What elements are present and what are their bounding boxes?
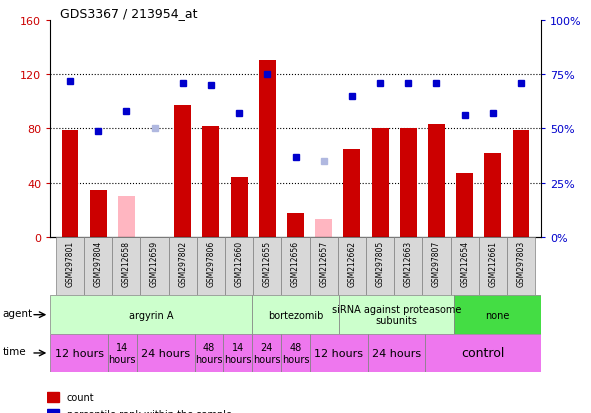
Text: GSM212657: GSM212657 [319,240,328,286]
Text: GSM212658: GSM212658 [122,240,131,286]
Text: 48
hours: 48 hours [282,342,309,364]
Bar [394,237,423,295]
Bar [428,125,445,237]
Bar [112,237,141,295]
Bar [372,129,388,237]
Text: 24 hours: 24 hours [141,348,190,358]
Text: 14
hours: 14 hours [109,342,136,364]
Text: none: none [485,310,509,320]
Bar [368,335,426,372]
Text: GSM297803: GSM297803 [517,240,525,287]
Bar [252,335,281,372]
Bar [259,61,276,237]
Bar [287,213,304,237]
Text: siRNA against proteasome
subunits: siRNA against proteasome subunits [332,304,461,326]
Text: percentile rank within the sample: percentile rank within the sample [67,408,232,413]
Bar [454,295,541,335]
Bar [50,295,252,335]
Text: GDS3367 / 213954_at: GDS3367 / 213954_at [60,7,197,19]
Text: 12 hours: 12 hours [314,348,363,358]
Bar [61,131,79,237]
Bar [310,335,368,372]
Bar [366,237,394,295]
Bar [485,154,501,237]
Bar [479,237,507,295]
Bar [168,237,197,295]
Text: time: time [2,346,26,356]
Text: GSM297805: GSM297805 [375,240,385,287]
Bar [108,335,137,372]
Bar [118,197,135,237]
Bar [310,237,338,295]
Text: GSM212656: GSM212656 [291,240,300,286]
Bar [223,335,252,372]
Bar [252,295,339,335]
Text: GSM212655: GSM212655 [263,240,272,286]
Bar [47,392,59,401]
Bar [230,178,248,237]
Text: control: control [462,347,505,360]
Text: GSM212660: GSM212660 [235,240,243,286]
Bar [225,237,253,295]
Text: GSM212662: GSM212662 [348,240,356,286]
Bar [512,131,530,237]
Bar [137,335,194,372]
Bar [423,237,450,295]
Bar [426,335,541,372]
Bar [50,335,108,372]
Text: GSM297804: GSM297804 [93,240,103,287]
Bar [343,150,361,237]
Text: GSM212663: GSM212663 [404,240,413,286]
Text: 14
hours: 14 hours [224,342,252,364]
Bar [141,237,168,295]
Bar [90,190,106,237]
Bar [174,106,191,237]
Text: GSM212659: GSM212659 [150,240,159,286]
Text: 24 hours: 24 hours [372,348,421,358]
Bar [197,237,225,295]
Bar [56,237,84,295]
Bar [400,129,417,237]
Bar [456,174,473,237]
Bar [450,237,479,295]
Text: GSM297806: GSM297806 [206,240,216,287]
Text: GSM297801: GSM297801 [66,240,74,286]
Bar [253,237,281,295]
Bar [203,126,219,237]
Bar [84,237,112,295]
Text: argyrin A: argyrin A [129,310,174,320]
Bar [194,335,223,372]
Text: GSM297807: GSM297807 [432,240,441,287]
Bar [338,237,366,295]
Text: 48
hours: 48 hours [195,342,223,364]
Bar [507,237,535,295]
Text: bortezomib: bortezomib [268,310,323,320]
Bar [281,335,310,372]
Text: GSM297802: GSM297802 [178,240,187,286]
Text: GSM212654: GSM212654 [460,240,469,286]
Bar [339,295,454,335]
Text: count: count [67,392,94,402]
Bar [281,237,310,295]
Text: 12 hours: 12 hours [54,348,103,358]
Text: 24
hours: 24 hours [253,342,280,364]
Text: GSM212661: GSM212661 [488,240,498,286]
Text: agent: agent [2,308,33,318]
Bar [315,220,332,237]
Bar [47,409,59,413]
